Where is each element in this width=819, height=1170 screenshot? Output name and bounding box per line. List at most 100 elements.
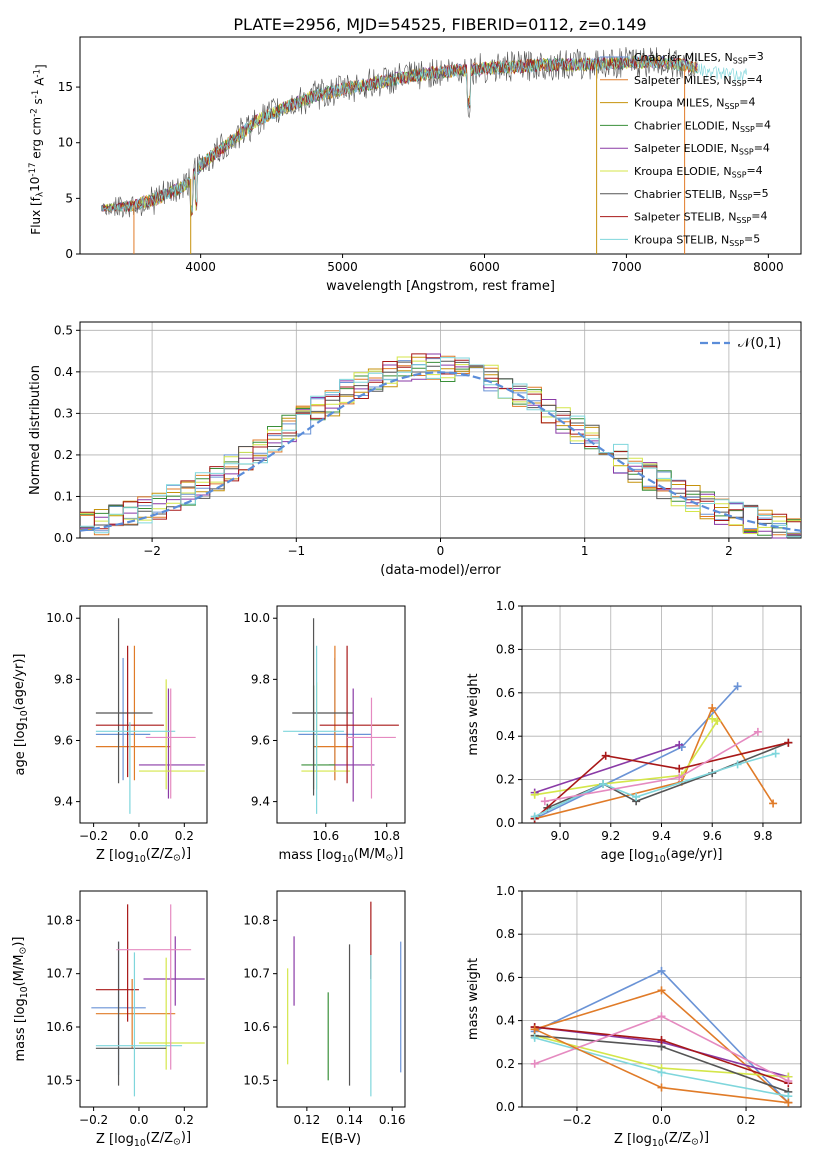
x-tick-label: −1: [287, 544, 305, 558]
data-point: [657, 1012, 666, 1021]
data-point: [708, 703, 717, 712]
x-tick-label: 0.2: [175, 1113, 194, 1127]
y-tick-label: 1.0: [496, 884, 515, 898]
y-axis-label: mass weight: [466, 958, 481, 1040]
legend-label: Chabrier MILES, NSSP​=3: [634, 50, 764, 65]
x-tick-label: 10.6: [312, 829, 339, 843]
y-tick-label: 10.6: [243, 1020, 270, 1034]
y-tick-label: 0.2: [496, 1057, 515, 1071]
x-tick-label: −2: [143, 544, 161, 558]
x-tick-label: 0: [437, 544, 445, 558]
y-tick-label: 0.2: [54, 448, 73, 462]
x-axis-label: Z [log10​(Z/Z⊙​)]: [614, 1130, 709, 1149]
y-tick-label: 0: [65, 247, 73, 261]
data-point: [632, 792, 641, 801]
y-tick-label: 0.4: [54, 365, 73, 379]
legend-label: Salpeter STELIB, NSSP​=4: [634, 210, 767, 225]
gaussian-curve: [79, 371, 802, 532]
y-tick-label: 0.6: [496, 970, 515, 984]
age-vs-Z-panel: −0.2 0.0 0.2 9.4 9.6 9.8 10.0 Z [log10​(Z/Z⊙​)]…: [12, 605, 208, 865]
legend-label: Kroupa MILES, NSSP​=4: [634, 96, 755, 111]
histogram-series: [80, 357, 801, 538]
y-tick-label: 0.0: [496, 1100, 515, 1114]
spectrum-panel: 4000 5000 6000 7000 8000 0 5 10 15 wavelength [An…: [28, 36, 802, 294]
x-tick-label: 5000: [327, 260, 358, 274]
spectrum-line: [101, 54, 748, 216]
y-tick-label: 9.8: [251, 672, 270, 686]
x-tick-label: −0.2: [79, 829, 108, 843]
x-tick-label: 9.0: [550, 829, 569, 843]
data-point: [530, 1033, 539, 1042]
x-tick-label: 0.2: [175, 829, 194, 843]
data-point: [657, 1083, 666, 1092]
x-axis-label: age [log10​(age/yr)]: [601, 847, 723, 865]
x-tick-label: 0.0: [652, 1113, 671, 1127]
y-tick-label: 9.6: [251, 733, 270, 747]
x-tick-label: 2: [725, 544, 733, 558]
axes-frame: [79, 890, 208, 1108]
y-tick-label: 0.8: [496, 642, 515, 656]
y-axis-label: Flux [fλ​10-17​ erg cm-2​ s-1​ A-1​]: [28, 64, 48, 234]
data-point: [657, 1068, 666, 1077]
x-tick-label: 0.0: [129, 829, 148, 843]
axes-frame: [79, 605, 208, 824]
data-point: [675, 764, 684, 773]
data-point: [771, 749, 780, 758]
y-tick-label: 0.0: [496, 816, 515, 830]
y-tick-label: 9.8: [54, 672, 73, 686]
mass-vs-EBV-panel: 0.12 0.14 0.16 10.5 10.6 10.7 10.8 E(B-V): [243, 890, 406, 1147]
massweight-vs-Z-panel: −0.2 0.0 0.2 0.0 0.2 0.4 0.6 0.8 1.0 Z [log10​(Z/…: [466, 884, 802, 1149]
y-tick-label: 0.2: [496, 773, 515, 787]
y-tick-label: 10.7: [46, 967, 73, 981]
axes-frame: [521, 890, 802, 1108]
data-point: [769, 799, 778, 808]
x-tick-label: 4000: [185, 260, 216, 274]
x-tick-label: 0.14: [336, 1113, 363, 1127]
x-tick-label: 9.2: [601, 829, 620, 843]
data-point: [713, 717, 722, 726]
massweight-series: [534, 741, 789, 820]
massweight-series: [534, 706, 774, 820]
y-tick-label: 10.0: [243, 611, 270, 625]
legend-label: Chabrier ELODIE, NSSP​=4: [634, 118, 771, 133]
x-tick-label: 0.2: [736, 1113, 755, 1127]
y-tick-label: 9.4: [54, 795, 73, 809]
legend-label: Salpeter ELODIE, NSSP​=4: [634, 141, 770, 156]
data-point: [530, 790, 539, 799]
y-tick-label: 5: [65, 191, 73, 205]
y-axis-label: mass [log10​(M/M⊙​)]: [11, 937, 30, 1062]
y-tick-label: 0.4: [496, 1014, 515, 1028]
x-tick-label: 8000: [753, 260, 784, 274]
x-tick-label: 6000: [469, 260, 500, 274]
y-tick-label: 10.5: [243, 1073, 270, 1087]
data-point: [530, 812, 539, 821]
axes-frame: [276, 890, 406, 1108]
y-tick-label: 0.1: [54, 489, 73, 503]
data-point: [657, 1036, 666, 1045]
data-point: [530, 1025, 539, 1034]
y-axis-label: mass weight: [466, 673, 481, 755]
y-tick-label: 0.8: [496, 927, 515, 941]
y-tick-label: 9.6: [54, 733, 73, 747]
figure-title: PLATE=2956, MJD=54525, FIBERID=0112, z=0…: [233, 15, 646, 34]
data-point: [708, 714, 717, 723]
data-point: [784, 738, 793, 747]
data-point: [675, 773, 684, 782]
legend-label: 𝒩(0,1): [738, 336, 781, 351]
y-tick-label: 10.8: [46, 913, 73, 927]
data-point: [733, 682, 742, 691]
x-tick-label: 0.0: [129, 1113, 148, 1127]
data-point: [540, 797, 549, 806]
data-point: [530, 1059, 539, 1068]
axes-frame: [276, 605, 406, 824]
axes-frame: [521, 605, 802, 824]
y-tick-label: 10.0: [46, 611, 73, 625]
histogram-series: [80, 353, 801, 539]
legend-label: Chabrier STELIB, NSSP​=5: [634, 187, 769, 202]
y-tick-label: 9.4: [251, 795, 270, 809]
residual-histogram-panel: −2 −1 0 1 2 0.0 0.1 0.2 0.3 0.4 0.5 (data-model)/er…: [28, 321, 802, 578]
y-tick-label: 1.0: [496, 599, 515, 613]
data-point: [753, 727, 762, 736]
